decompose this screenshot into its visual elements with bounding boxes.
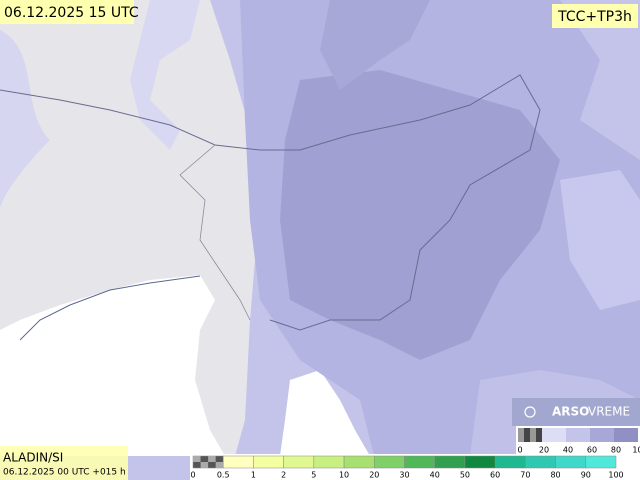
legend-swatch — [208, 456, 216, 462]
precip-legend-label: 30 — [399, 471, 409, 480]
legends: 0 20 40 60 80 100 0 0.5 1 2 5 10 20 30 40 50 60 70 80 90 100 — [190, 428, 640, 480]
legend-swatch — [525, 455, 556, 469]
precip-legend-label: 90 — [581, 471, 591, 480]
valid-time: 06.12.2025 15 UTC — [4, 5, 139, 21]
legend-swatch — [200, 462, 209, 468]
logo-service: VREME — [588, 405, 630, 419]
cloud-legend-label: 100 — [632, 446, 640, 455]
cloud-legend-label: 40 — [563, 446, 573, 455]
precip-legend-label: 5 — [311, 471, 316, 480]
cloud-legend-label: 20 — [539, 446, 549, 455]
legend-swatch — [494, 455, 526, 469]
legend-swatch — [614, 428, 638, 442]
legend-swatch — [518, 428, 524, 435]
legend-swatch — [555, 455, 587, 469]
legend-swatch — [343, 455, 375, 469]
precip-legend-label: 70 — [520, 471, 530, 480]
cloud-legend-label: 80 — [611, 446, 621, 455]
precip-legend-label: 80 — [550, 471, 560, 480]
model-run: 06.12.2025 00 UTC +015 h — [3, 468, 126, 478]
precip-legend-label: 100 — [608, 471, 623, 480]
logo-brand: ARSO — [552, 405, 589, 419]
legend-swatch — [374, 455, 405, 469]
legend-swatch — [530, 428, 536, 435]
legend-swatch — [585, 455, 617, 469]
legend-swatch — [566, 428, 590, 442]
precip-legend-label: 50 — [460, 471, 470, 480]
product-name: TCC+TP3h — [557, 9, 632, 25]
cloud-legend-label: 0 — [517, 446, 522, 455]
legend-swatch — [518, 435, 524, 442]
precip-legend-label: 10 — [339, 471, 349, 480]
legend-swatch — [542, 428, 566, 442]
legend-swatch — [590, 428, 614, 442]
legend-swatch — [193, 456, 201, 462]
precip-legend-label: 0.5 — [217, 471, 230, 480]
legend-swatch — [253, 455, 284, 469]
legend-swatch — [215, 462, 224, 468]
precip-legend-label: 0 — [190, 471, 195, 480]
model-name: ALADIN/SI — [3, 451, 63, 465]
valid-time-box: 06.12.2025 15 UTC — [0, 0, 139, 24]
precip-legend-label: 20 — [369, 471, 379, 480]
precip-legend-label: 60 — [490, 471, 500, 480]
precip-legend-label: 40 — [430, 471, 440, 480]
legend-swatch — [404, 455, 435, 469]
legend-swatch — [313, 455, 345, 469]
logo: ARSO VREME — [512, 398, 640, 426]
legend-swatch — [283, 455, 315, 469]
precip-legend-label: 1 — [251, 471, 256, 480]
cloud-legend-label: 60 — [587, 446, 597, 455]
model-box: ALADIN/SI 06.12.2025 00 UTC +015 h — [0, 446, 128, 480]
legend-swatch — [434, 455, 466, 469]
legend-swatch — [530, 435, 536, 442]
precip-legend-label: 2 — [281, 471, 286, 480]
legend-swatch — [222, 455, 254, 469]
product-box: TCC+TP3h — [552, 4, 638, 28]
legend-swatch — [464, 455, 496, 469]
